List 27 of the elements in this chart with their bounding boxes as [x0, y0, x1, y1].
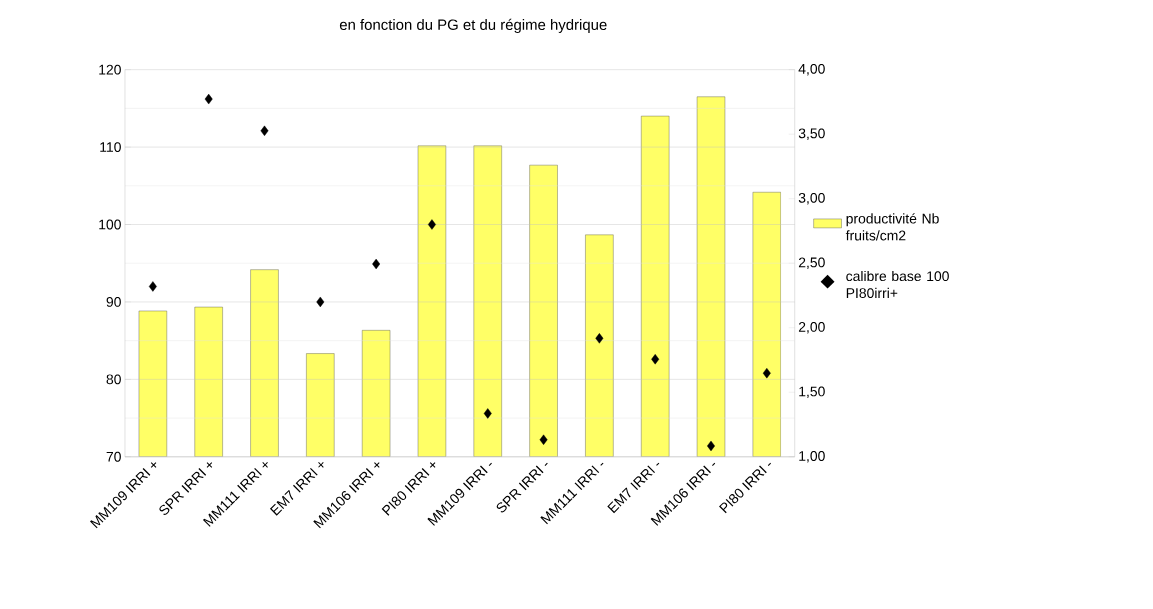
point	[539, 434, 548, 445]
point	[483, 408, 492, 419]
point	[762, 367, 771, 379]
point	[428, 219, 436, 230]
legend-label: calibre base 100 PI80irri+	[846, 270, 949, 299]
y-tick-label: 80	[106, 374, 121, 385]
y2-tick-label: 1,50	[799, 386, 825, 398]
legend-label: productivité Nb fruits/cm2	[845, 213, 939, 241]
y-tick-label: 90	[106, 296, 121, 307]
point	[204, 93, 213, 105]
point	[148, 281, 157, 292]
point	[260, 125, 269, 136]
chart-title: en fonction du PG et du régime hydrique	[339, 18, 607, 33]
y2-tick-label: 4,00	[798, 63, 825, 76]
y2-tick-label: 2,00	[798, 321, 825, 334]
y-tick-label: 100	[99, 219, 121, 230]
y2-tick-label: 1,00	[799, 451, 825, 463]
y2-tick-label: 2,50	[798, 257, 825, 269]
point	[651, 354, 660, 365]
point	[372, 258, 381, 270]
y-tick-label: 110	[100, 142, 121, 152]
point	[595, 333, 604, 344]
y2-tick-label: 3,50	[798, 128, 825, 140]
point	[316, 296, 325, 308]
y-tick-label: 120	[99, 64, 121, 75]
y-tick-label: 70	[106, 451, 121, 462]
y2-tick-label: 3,00	[798, 192, 825, 205]
